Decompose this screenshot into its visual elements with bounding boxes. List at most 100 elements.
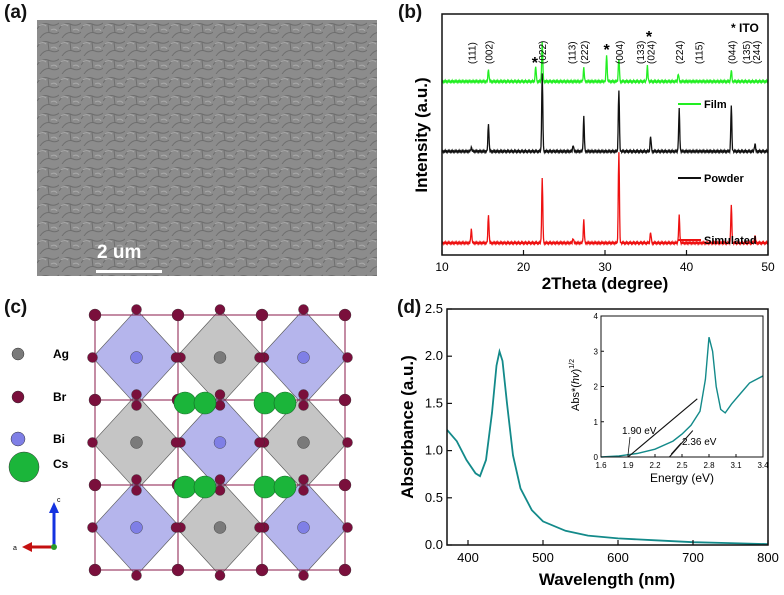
abs-xtick-label: 800 <box>757 550 779 565</box>
br-atom <box>342 352 353 363</box>
xrd-peak-label: (222) <box>580 41 591 64</box>
br-atom <box>342 437 353 448</box>
legend-label-cs: Cs <box>53 457 69 471</box>
axis-indicator: c a <box>13 497 61 552</box>
br-atom <box>255 563 269 577</box>
br-atom <box>214 485 226 496</box>
inset-ytick-label: 2 <box>594 383 599 392</box>
inset-xtick-label: 1.6 <box>595 461 607 470</box>
tangent-line <box>627 398 698 458</box>
br-atom <box>342 522 353 533</box>
inset-ytick-label: 3 <box>594 347 599 356</box>
abs-ytick-label: 1.0 <box>425 443 443 458</box>
legend-label-simulated: Simulated <box>704 235 757 247</box>
xrd-xtick-label: 10 <box>435 260 449 274</box>
br-atom <box>298 389 309 400</box>
xrd-xtick-label: 40 <box>680 260 694 274</box>
crystal-structure: Ag Br Bi Cs c a <box>8 304 353 581</box>
xrd-ylabel: Intensity (a.u.) <box>412 77 431 192</box>
legend-label-film: Film <box>704 99 727 111</box>
metal-atom <box>130 351 143 364</box>
br-atom <box>254 437 265 448</box>
br-atom <box>88 563 102 577</box>
xrd-peak-label: (115) <box>695 41 706 64</box>
inset-xtick-label: 3.4 <box>757 461 769 470</box>
scale-bar-label: 2 um <box>97 242 142 263</box>
panel-label-c: (c) <box>4 297 28 318</box>
legend-atom-ag <box>11 347 25 361</box>
panel-label-d: (d) <box>397 297 422 318</box>
xrd-xtick-label: 20 <box>517 260 531 274</box>
br-atom <box>170 437 182 448</box>
inset-xtick-label: 3.1 <box>730 461 742 470</box>
br-atom <box>88 478 102 492</box>
xrd-ito-star: * <box>532 55 539 72</box>
inset-ylabel: Abs*(hv)1/2 <box>569 359 582 411</box>
xrd-peak-label: (024) <box>647 41 658 64</box>
metal-atom <box>213 351 227 364</box>
abs-xtick-label: 600 <box>607 550 629 565</box>
xrd-ito-star: * <box>646 29 653 46</box>
br-atom <box>170 352 182 363</box>
inset-ytick-label: 0 <box>594 453 599 462</box>
abs-ytick-label: 2.5 <box>425 301 443 316</box>
abs-curve <box>446 347 769 545</box>
br-atom <box>131 304 142 315</box>
xrd-peak-label: (004) <box>615 41 626 64</box>
br-atom <box>254 522 265 533</box>
xrd-series-powder <box>441 73 769 155</box>
abs-xlabel: Wavelength (nm) <box>539 570 675 589</box>
inset-ytick-label: 4 <box>594 312 599 321</box>
inset-xtick-label: 2.5 <box>676 461 688 470</box>
metal-atom <box>297 436 310 449</box>
inset-curve <box>600 337 764 458</box>
xrd-xtick-label: 50 <box>761 260 775 274</box>
br-atom <box>214 400 226 411</box>
xrd-peak-label: (133) <box>636 41 647 64</box>
scale-bar <box>96 270 162 273</box>
sem-texture <box>37 20 377 276</box>
br-atom <box>131 400 142 411</box>
panel-label-b: (b) <box>398 2 423 23</box>
abs-frame <box>446 308 769 546</box>
sem-image: 2 um <box>37 20 377 276</box>
br-atom <box>170 522 182 533</box>
tangent-label-2: 2.36 eV <box>682 437 717 448</box>
legend-label-br: Br <box>53 390 67 404</box>
xrd-xtick-label: 30 <box>598 260 612 274</box>
metal-atom <box>130 521 143 534</box>
legend-atom-bi <box>10 431 26 447</box>
xrd-peak-label: (002) <box>484 41 495 64</box>
abs-xtick-label: 700 <box>682 550 704 565</box>
cs-atom <box>173 475 197 499</box>
xrd-frame <box>441 13 769 256</box>
cs-atom <box>173 391 197 415</box>
xrd-peak-label: (224) <box>675 41 686 64</box>
panel-label-a: (a) <box>4 2 28 23</box>
metal-atom <box>297 351 310 364</box>
legend-atom-cs <box>8 451 40 483</box>
absorbance-chart: 400 500 600 700 800 0.0 0.5 1.0 1.5 2.0 2.5 Wavele… <box>398 301 779 589</box>
xrd-ito-legend: * ITO <box>731 21 759 35</box>
abs-xtick-label: 400 <box>457 550 479 565</box>
br-atom <box>214 304 226 315</box>
abs-ytick-label: 0.0 <box>425 537 443 552</box>
br-atom <box>88 308 102 322</box>
br-atom <box>298 304 309 315</box>
cs-atom <box>193 475 217 499</box>
metal-atom <box>297 521 310 534</box>
inset-xtick-label: 2.2 <box>649 461 661 470</box>
xrd-series-film <box>441 41 769 85</box>
cs-atom <box>273 475 297 499</box>
br-atom <box>338 478 352 492</box>
br-atom <box>214 389 226 400</box>
legend-label-bi: Bi <box>53 432 65 446</box>
cs-atom <box>253 391 277 415</box>
inset-xtick-label: 1.9 <box>622 461 634 470</box>
br-atom <box>171 308 185 322</box>
cs-atom <box>273 391 297 415</box>
xrd-xlabel: 2Theta (degree) <box>542 274 669 293</box>
inset-xtick-label: 2.8 <box>703 461 715 470</box>
cs-atom <box>253 475 277 499</box>
xrd-peak-label: (113) <box>568 41 579 64</box>
